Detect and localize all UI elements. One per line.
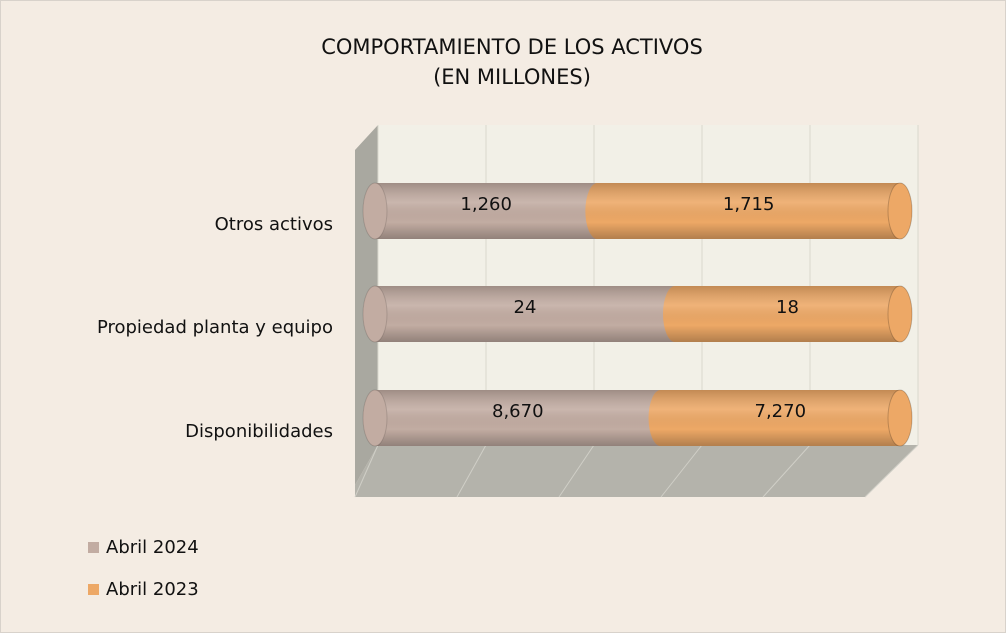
value-label: 1,260 (460, 194, 512, 215)
value-label: 7,270 (755, 401, 807, 422)
legend-swatch (88, 584, 99, 595)
cylinder-shade (363, 183, 610, 239)
cylinder-shade (363, 286, 687, 342)
cylinder-cap (362, 285, 388, 343)
bar-segment (648, 389, 913, 447)
legend-label: Abril 2023 (106, 579, 199, 600)
bar-segment (362, 182, 610, 240)
cylinder-cap (887, 182, 913, 240)
cylinder-shade (648, 390, 912, 446)
bar-segment (585, 182, 913, 240)
floor-grid-line (354, 444, 379, 498)
value-label: 8,670 (492, 401, 544, 422)
legend-swatch (88, 542, 99, 553)
chart-subtitle: (EN MILLONES) (433, 65, 591, 89)
value-label: 1,715 (723, 194, 775, 215)
cylinder-shade (585, 183, 912, 239)
value-label: 18 (776, 297, 799, 318)
floor-grid-line (660, 444, 703, 498)
floor (355, 445, 918, 497)
bar-segment (362, 389, 673, 447)
legend-label: Abril 2024 (106, 537, 199, 558)
chart-title: COMPORTAMIENTO DE LOS ACTIVOS (321, 35, 703, 59)
cylinder-cap (362, 389, 388, 447)
bar-segment (663, 285, 913, 343)
floor-grid-line (558, 444, 595, 498)
cylinder-shade (663, 286, 912, 342)
floor-grid-line (456, 444, 487, 498)
category-label: Disponibilidades (185, 421, 333, 442)
floor-grid-line (762, 444, 811, 498)
category-label: Otros activos (215, 214, 333, 235)
cylinder-shade (363, 390, 673, 446)
value-label: 24 (514, 297, 537, 318)
cylinder-cap (887, 389, 913, 447)
floor-grid-line (864, 444, 919, 498)
category-label: Propiedad planta y equipo (97, 317, 333, 338)
cylinder-cap (887, 285, 913, 343)
cylinder-cap (362, 182, 388, 240)
bar-segment (362, 285, 687, 343)
